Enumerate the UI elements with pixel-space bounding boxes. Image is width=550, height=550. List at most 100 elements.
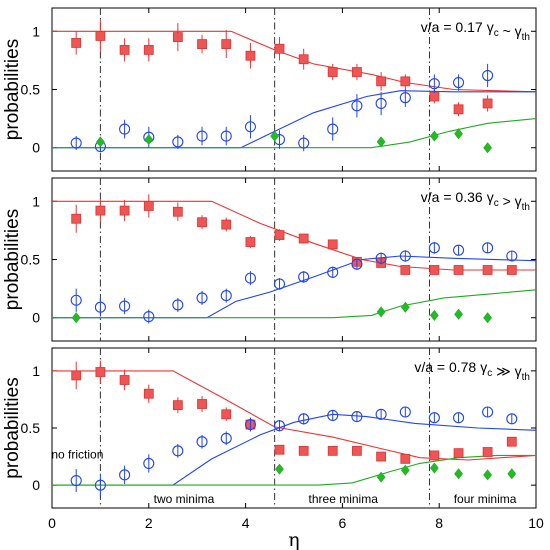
data-point-blue <box>220 130 232 142</box>
data-point-blue <box>196 292 208 304</box>
data-point-blue <box>351 411 363 423</box>
data-point-green <box>270 130 280 142</box>
x-tick-label: 0 <box>48 515 56 531</box>
annotation-g2: γ <box>515 363 522 379</box>
annotation-s2: th <box>522 32 530 43</box>
data-point-red <box>71 38 82 48</box>
data-point-red <box>482 98 493 109</box>
data-point-blue <box>327 266 339 278</box>
data-point-blue <box>351 100 363 112</box>
theory-curve-red <box>52 370 537 461</box>
data-point-blue <box>244 272 256 284</box>
data-point-red <box>327 445 338 456</box>
data-point-blue <box>70 475 82 487</box>
annotation-rel: ≫ <box>492 363 514 379</box>
region-label: no friction <box>51 447 103 461</box>
data-point-blue <box>399 406 411 418</box>
data-point-blue <box>273 278 286 290</box>
theory-curve-red <box>52 30 537 93</box>
data-point-blue <box>273 420 286 432</box>
data-point-red <box>376 76 387 87</box>
data-point-red <box>327 239 338 250</box>
data-point-red <box>221 219 232 230</box>
data-point-red <box>274 230 285 240</box>
data-point-blue <box>244 121 256 133</box>
data-point-red <box>453 265 464 275</box>
x-tick-label: 6 <box>339 515 347 531</box>
y-tick-label: 0.5 <box>21 82 41 98</box>
y-tick-label: 0 <box>32 477 40 493</box>
data-point-red <box>274 43 285 54</box>
data-point-red <box>95 205 106 216</box>
panel-annotation: v/a = 0.36 γc > γth <box>421 189 530 213</box>
data-point-red <box>95 367 106 377</box>
data-point-red <box>221 39 232 49</box>
data-point-red <box>429 91 440 102</box>
annotation-rel: ~ <box>499 23 515 39</box>
data-point-red <box>143 388 154 399</box>
data-point-red <box>376 451 387 462</box>
data-point-red <box>245 50 256 61</box>
annotation-s1: c <box>494 198 499 209</box>
data-point-blue <box>453 76 465 89</box>
data-point-green <box>400 301 410 313</box>
data-point-red <box>71 213 82 224</box>
x-tick-label: 2 <box>145 515 153 531</box>
data-point-blue <box>482 406 494 418</box>
data-point-blue <box>399 92 411 104</box>
data-point-green <box>429 130 439 142</box>
data-point-blue <box>119 469 131 481</box>
y-tick-label: 0 <box>32 140 40 156</box>
data-point-green <box>96 136 105 148</box>
data-point-red <box>400 76 411 87</box>
data-point-red <box>400 265 411 275</box>
data-point-blue <box>375 408 387 420</box>
data-point-green <box>71 312 81 324</box>
y-tick-label: 0.5 <box>21 420 41 436</box>
data-point-red <box>352 67 362 77</box>
data-point-blue <box>244 419 256 431</box>
data-point-green <box>275 463 284 475</box>
data-point-green <box>400 464 410 476</box>
data-point-blue <box>143 457 155 469</box>
data-point-blue <box>453 412 465 424</box>
data-point-blue <box>70 137 82 149</box>
data-point-blue <box>351 258 363 270</box>
data-point-red <box>119 205 130 216</box>
annotation-g1: γ <box>480 359 487 375</box>
data-point-red <box>453 448 464 459</box>
data-point-red <box>506 436 517 447</box>
annotation-g1: γ <box>487 189 494 205</box>
panel-annotation: v/a = 0.17 γc ~ γth <box>421 19 530 43</box>
y-axis-label: probabilities <box>2 377 23 478</box>
x-tick-label: 4 <box>242 515 250 531</box>
data-point-blue <box>428 412 440 424</box>
data-point-red <box>197 39 207 49</box>
data-point-red <box>429 450 440 461</box>
data-point-blue <box>143 310 155 323</box>
data-point-blue <box>119 123 131 135</box>
theory-curve-blue <box>52 255 537 319</box>
annotation-s1: c <box>494 28 499 39</box>
annotation-s2: th <box>522 202 530 213</box>
y-axis-label: probabilities <box>2 39 23 140</box>
data-point-green <box>429 462 439 474</box>
data-point-blue <box>196 130 208 142</box>
data-point-red <box>429 265 440 275</box>
data-point-red <box>197 217 207 228</box>
data-point-blue <box>375 97 387 110</box>
data-point-red <box>298 54 309 65</box>
data-point-red <box>482 447 493 457</box>
annotation-g1: γ <box>487 19 494 35</box>
annotation-lhs: v/a = 0.36 <box>421 189 483 205</box>
data-point-blue <box>196 436 208 448</box>
data-point-blue <box>428 78 440 90</box>
data-point-red <box>143 201 154 211</box>
annotation-g2: γ <box>515 193 522 209</box>
theory-curve-blue <box>52 90 536 149</box>
data-point-red <box>172 206 183 217</box>
data-point-blue <box>298 271 310 283</box>
data-point-green <box>483 469 492 481</box>
region-label: two minima <box>154 492 215 506</box>
